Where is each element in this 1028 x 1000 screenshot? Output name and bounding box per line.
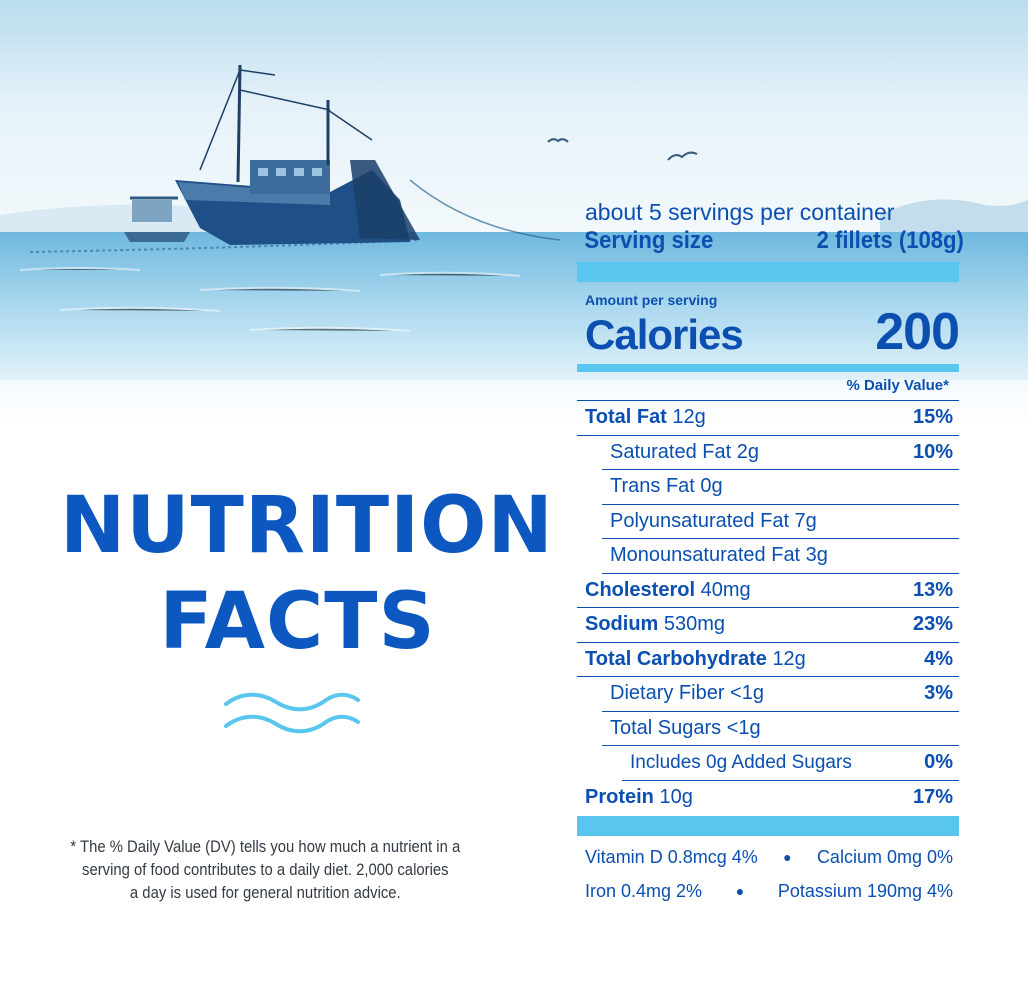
nutrient-amount: 12g <box>772 647 806 670</box>
divider-thick <box>577 262 959 282</box>
small-boat-icon <box>124 196 190 242</box>
divider-medium <box>577 364 959 372</box>
nutrient-name: Dietary Fiber <1g <box>610 682 764 705</box>
title-line-2: FACTS <box>159 577 436 667</box>
nutrient-name: Monounsaturated Fat 3g <box>610 544 828 567</box>
bullet-icon: ● <box>783 849 792 865</box>
calcium: Calcium 0mg 0% <box>816 846 953 867</box>
mineral-row-2: Iron 0.4mg 2% ● Potassium 190mg 4% <box>577 874 959 908</box>
nutrient-dv: 15% <box>912 406 953 429</box>
calories-value: 200 <box>875 303 960 361</box>
amount-per-serving: Amount per serving <box>585 292 718 308</box>
nutrition-facts-title: NUTRITION FACTS <box>60 478 554 670</box>
nutrient-row-sodium: Sodium 530mg 23% <box>577 608 959 643</box>
calories-row: Calories 200 <box>577 302 960 362</box>
serving-size-value: 2 fillets (108g) <box>816 227 964 254</box>
nutrient-row-saturated-fat: Saturated Fat 2g 10% <box>602 436 959 470</box>
nutrient-name: Polyunsaturated Fat 7g <box>610 509 817 532</box>
nutrient-row-monounsaturated-fat: Monounsaturated Fat 3g <box>602 539 959 574</box>
footnote-line: * The % Daily Value (DV) tells you how m… <box>70 838 461 856</box>
title-line-1: NUTRITION <box>60 481 554 571</box>
daily-value-header: % Daily Value* <box>577 372 959 401</box>
nutrient-dv: 4% <box>924 647 953 670</box>
nutrient-amount: 10g <box>659 785 693 808</box>
nutrient-name: Cholesterol <box>585 578 696 601</box>
footnote: * The % Daily Value (DV) tells you how m… <box>70 836 461 905</box>
nutrient-row-total-carbohydrate: Total Carbohydrate 12g 4% <box>577 643 959 677</box>
vitamin-d: Vitamin D 0.8mcg 4% <box>585 846 758 867</box>
bullet-icon: ● <box>735 883 745 899</box>
footnote-line: serving of food contributes to a daily d… <box>82 861 449 879</box>
divider-thick-bottom <box>577 816 959 836</box>
nutrition-label: about 5 servings per container Serving s… <box>577 198 964 908</box>
nutrient-name: Trans Fat 0g <box>610 475 723 498</box>
nutrient-name: Total Sugars <1g <box>610 716 761 739</box>
nutrient-dv: 10% <box>912 440 953 463</box>
nutrient-name: Total Carbohydrate <box>585 647 767 670</box>
nutrient-dv: 17% <box>912 785 953 808</box>
nutrient-name: Protein <box>585 785 654 808</box>
nutrient-name: Total Fat <box>585 406 667 429</box>
servings-per-container: about 5 servings per container <box>585 199 895 225</box>
iron: Iron 0.4mg 2% <box>585 880 703 901</box>
mineral-row-1: Vitamin D 0.8mcg 4% ● Calcium 0mg 0% <box>577 840 959 874</box>
nutrient-row-added-sugars: Includes 0g Added Sugars 0% <box>622 746 959 781</box>
fishing-boat-icon <box>175 64 420 245</box>
nutrient-amount: 530mg <box>663 613 726 636</box>
nutrient-row-total-sugars: Total Sugars <1g <box>602 712 959 746</box>
nutrient-name: Sodium <box>585 613 659 636</box>
calories-label: Calories <box>585 311 744 358</box>
potassium: Potassium 190mg 4% <box>777 880 953 901</box>
serving-size-label: Serving size <box>584 227 714 254</box>
nutrient-dv: 0% <box>924 751 953 774</box>
footnote-line: a day is used for general nutrition advi… <box>129 884 401 902</box>
nutrient-row-protein: Protein 10g 17% <box>577 781 959 815</box>
nutrient-amount: 12g <box>672 406 706 429</box>
nutrient-row-total-fat: Total Fat 12g 15% <box>577 401 959 436</box>
nutrient-amount: 40mg <box>700 578 751 601</box>
nutrient-dv: 13% <box>912 578 953 601</box>
nutrient-dv: 3% <box>924 682 953 705</box>
nutrient-dv: 23% <box>912 613 953 636</box>
nutrient-name: Saturated Fat 2g <box>610 440 759 463</box>
nutrient-row-polyunsaturated-fat: Polyunsaturated Fat 7g <box>602 505 959 539</box>
nutrient-name: Includes 0g Added Sugars <box>630 751 852 773</box>
nutrient-row-dietary-fiber: Dietary Fiber <1g 3% <box>602 677 959 712</box>
wave-icon <box>224 692 360 734</box>
nutrient-row-trans-fat: Trans Fat 0g <box>602 470 959 505</box>
serving-size-row: Serving size 2 fillets (108g) <box>577 226 969 256</box>
nutrient-row-cholesterol: Cholesterol 40mg 13% <box>577 574 959 608</box>
